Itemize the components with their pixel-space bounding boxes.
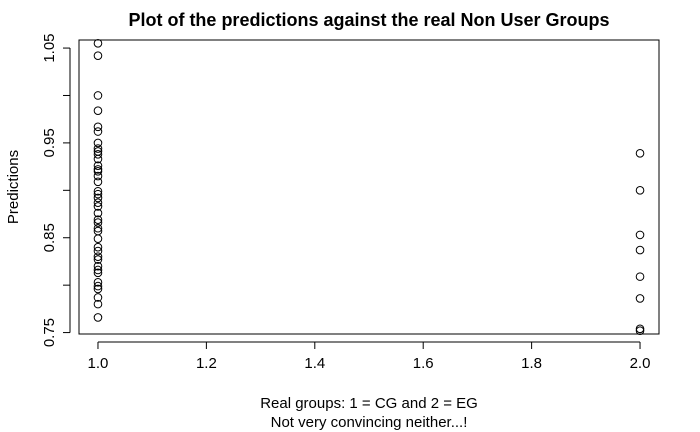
data-point bbox=[93, 215, 103, 225]
data-point bbox=[635, 149, 645, 158]
data-point bbox=[93, 106, 103, 115]
data-point bbox=[93, 293, 103, 302]
y-axis: 0.75 0.85 0.95 1.05 bbox=[41, 33, 71, 347]
data-point bbox=[93, 208, 103, 218]
y-tick-label: 0.85 bbox=[41, 223, 58, 252]
chart-title: Plot of the predictions against the real… bbox=[128, 10, 609, 30]
data-point bbox=[93, 252, 103, 262]
data-point bbox=[93, 154, 103, 164]
x-tick-label: 1.6 bbox=[413, 355, 434, 372]
data-point bbox=[93, 278, 103, 287]
data-point bbox=[93, 246, 103, 256]
x-tick-label: 1.8 bbox=[521, 355, 542, 372]
data-point bbox=[93, 177, 103, 187]
data-point bbox=[93, 299, 103, 309]
data-point bbox=[93, 189, 103, 199]
data-point bbox=[93, 149, 103, 159]
x-tick-label: 1.4 bbox=[304, 355, 325, 372]
data-points bbox=[93, 39, 645, 335]
data-point bbox=[93, 161, 103, 170]
data-point bbox=[93, 91, 103, 100]
x-tick-label: 1.0 bbox=[88, 355, 109, 372]
x-axis: 1.0 1.2 1.4 1.6 1.8 2.0 bbox=[88, 341, 651, 372]
y-tick-label: 1.05 bbox=[41, 33, 58, 62]
data-point bbox=[93, 234, 103, 243]
data-point bbox=[93, 138, 103, 148]
data-point bbox=[635, 186, 645, 195]
data-point bbox=[93, 218, 103, 227]
x-axis-title: Real groups: 1 = CG and 2 = EG bbox=[260, 395, 478, 412]
data-point bbox=[93, 171, 103, 181]
data-point bbox=[93, 39, 103, 48]
data-point bbox=[635, 272, 645, 281]
data-point bbox=[93, 202, 103, 211]
data-point bbox=[635, 324, 645, 334]
data-point bbox=[93, 193, 103, 203]
data-point bbox=[635, 230, 645, 240]
data-point bbox=[93, 268, 103, 278]
data-point bbox=[93, 167, 103, 176]
x-tick-label: 2.0 bbox=[630, 355, 651, 372]
data-point bbox=[93, 223, 103, 233]
data-point bbox=[93, 51, 103, 60]
data-point bbox=[635, 326, 645, 335]
data-point bbox=[93, 198, 103, 207]
x-tick-label: 1.2 bbox=[196, 355, 217, 372]
y-tick-label: 0.75 bbox=[41, 318, 58, 347]
data-point bbox=[93, 186, 103, 196]
data-point bbox=[93, 284, 103, 294]
data-point bbox=[93, 281, 103, 291]
data-point bbox=[93, 313, 103, 322]
data-point bbox=[93, 265, 103, 275]
data-point bbox=[93, 261, 103, 271]
data-point bbox=[93, 127, 103, 136]
data-point bbox=[93, 242, 103, 252]
plot-area-frame bbox=[78, 39, 660, 335]
y-axis-title: Predictions bbox=[5, 150, 22, 224]
x-axis-subtitle: Not very convincing neither...! bbox=[271, 414, 468, 431]
y-tick-label: 0.95 bbox=[41, 128, 58, 157]
data-point bbox=[93, 144, 103, 153]
data-point bbox=[93, 122, 103, 132]
data-point bbox=[93, 255, 103, 264]
data-point bbox=[635, 245, 645, 255]
data-point bbox=[635, 294, 645, 303]
